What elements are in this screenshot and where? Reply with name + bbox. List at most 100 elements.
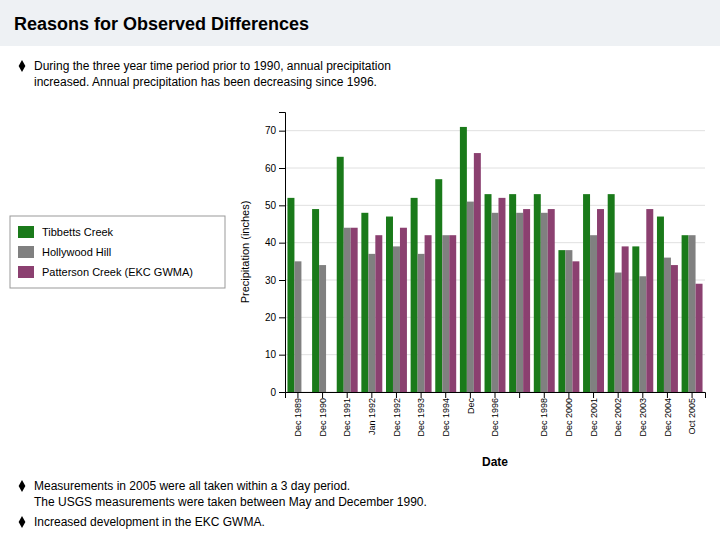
tick-label: Dec 1994 bbox=[441, 398, 451, 437]
tick-label: Dec 2000 bbox=[564, 398, 574, 437]
tick-label: Dec 1992 bbox=[392, 398, 402, 437]
tick-label: Dec 2002 bbox=[613, 398, 623, 437]
bullet: During the three year time period prior … bbox=[19, 59, 391, 89]
bar bbox=[565, 250, 572, 392]
y-axis: 010203040506070 bbox=[265, 113, 286, 398]
tick-label: 50 bbox=[265, 200, 277, 211]
tick-label: 0 bbox=[270, 387, 276, 398]
tick-label: 20 bbox=[265, 312, 277, 323]
grid bbox=[285, 131, 705, 392]
axis-line bbox=[286, 393, 706, 399]
x-tick: Dec 2002 bbox=[613, 392, 623, 437]
bar bbox=[294, 261, 301, 392]
bar bbox=[608, 194, 615, 392]
bar bbox=[632, 246, 639, 392]
x-tick: Dec 1998 bbox=[539, 392, 549, 437]
title: Reasons for Observed Differences bbox=[14, 14, 309, 34]
x-tick: Dec 1992 bbox=[392, 392, 402, 437]
bar bbox=[375, 235, 382, 392]
tick-mark bbox=[470, 392, 471, 398]
tick-mark bbox=[371, 392, 372, 398]
tick-mark bbox=[495, 392, 496, 398]
bar bbox=[509, 194, 516, 392]
tick-mark bbox=[279, 280, 285, 281]
bar bbox=[460, 127, 467, 392]
tick-mark bbox=[618, 392, 619, 398]
bar bbox=[368, 254, 375, 392]
tick-label: Dec 2004 bbox=[663, 398, 673, 437]
bar bbox=[696, 284, 703, 392]
grid-line bbox=[285, 168, 705, 169]
x-tick bbox=[519, 392, 520, 398]
legend-box bbox=[10, 216, 225, 288]
bar bbox=[467, 202, 474, 392]
bar bbox=[671, 265, 678, 392]
bar bbox=[646, 209, 653, 392]
tick-mark bbox=[279, 355, 285, 356]
bar bbox=[523, 209, 530, 392]
tick-label: Jan 1992 bbox=[367, 398, 377, 435]
bar bbox=[361, 213, 368, 392]
bar bbox=[597, 209, 604, 392]
bar bbox=[485, 194, 492, 392]
x-tick: Dec bbox=[466, 392, 476, 414]
tick-label: Oct 2005 bbox=[687, 398, 697, 435]
tick-mark bbox=[642, 392, 643, 398]
x-tick: Dec 1994 bbox=[441, 392, 451, 437]
annotation: Increased development in the EKC GWMA. bbox=[34, 515, 265, 529]
annotation: Measurements in 2005 were all taken with… bbox=[34, 479, 350, 493]
bullet-marker bbox=[19, 516, 26, 528]
bar bbox=[639, 276, 646, 392]
legend-label: Patterson Creek (EKC GWMA) bbox=[42, 266, 193, 278]
tick-mark bbox=[322, 392, 323, 398]
bar bbox=[393, 246, 400, 392]
tick-mark bbox=[519, 392, 520, 398]
tick-label: 70 bbox=[265, 125, 277, 136]
y-tick: 60 bbox=[265, 163, 285, 174]
tick-mark bbox=[347, 392, 348, 398]
bar-series bbox=[287, 127, 688, 392]
bar bbox=[689, 235, 696, 392]
bullet-marker bbox=[19, 480, 26, 492]
x-tick: Dec 2001 bbox=[589, 392, 599, 437]
bar bbox=[541, 213, 548, 392]
bar bbox=[492, 213, 499, 392]
legend: Tibbetts CreekHollywood HillPatterson Cr… bbox=[10, 216, 225, 288]
x-tick: Dec 1993 bbox=[416, 392, 426, 437]
x-tick: Oct 2005 bbox=[687, 392, 697, 435]
bullet-marker bbox=[19, 60, 26, 72]
tick-label: Dec 2003 bbox=[638, 398, 648, 437]
bar-series bbox=[351, 153, 703, 392]
grid-line bbox=[285, 130, 705, 131]
tick-mark bbox=[279, 205, 285, 206]
tick-mark bbox=[421, 392, 422, 398]
bar bbox=[534, 194, 541, 392]
tick-mark bbox=[279, 243, 285, 244]
y-tick: 40 bbox=[265, 237, 285, 248]
tick-label: 30 bbox=[265, 275, 277, 286]
tick-label: 40 bbox=[265, 237, 277, 248]
tick-mark bbox=[279, 168, 285, 169]
bar bbox=[326, 392, 333, 393]
tick-mark bbox=[544, 392, 545, 398]
grid-line bbox=[285, 205, 705, 206]
tick-label: Dec 1993 bbox=[416, 398, 426, 437]
tick-label: Dec 2001 bbox=[589, 398, 599, 437]
bar bbox=[351, 228, 358, 392]
tick-mark bbox=[396, 392, 397, 398]
x-axis-title: Date bbox=[482, 455, 508, 469]
tick-mark bbox=[445, 392, 446, 398]
chart: Reasons for Observed Differences01020304… bbox=[0, 0, 720, 540]
legend-swatch bbox=[18, 266, 34, 278]
tick-label: Dec 1990 bbox=[318, 398, 328, 437]
title-bar bbox=[0, 0, 720, 46]
tick-label: Dec bbox=[466, 398, 476, 415]
bar bbox=[583, 194, 590, 392]
tick-mark bbox=[279, 131, 285, 132]
x-tick: Dec 1996 bbox=[490, 392, 500, 437]
bar bbox=[622, 246, 629, 392]
tick-mark bbox=[593, 392, 594, 398]
bar bbox=[558, 250, 565, 392]
bar bbox=[474, 153, 481, 392]
y-tick: 30 bbox=[265, 275, 285, 286]
